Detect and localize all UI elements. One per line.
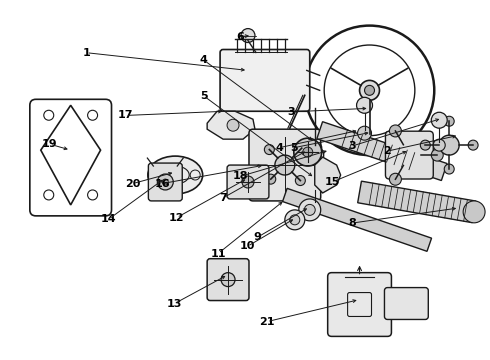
FancyBboxPatch shape	[305, 168, 325, 192]
Text: 9: 9	[253, 232, 261, 242]
Text: 15: 15	[325, 177, 341, 187]
Circle shape	[295, 176, 305, 185]
Polygon shape	[315, 157, 341, 193]
Text: 5: 5	[290, 143, 297, 153]
Text: 1: 1	[82, 48, 90, 58]
Circle shape	[358, 126, 371, 140]
Circle shape	[431, 112, 447, 128]
Circle shape	[157, 174, 173, 190]
Circle shape	[420, 140, 430, 150]
Polygon shape	[358, 181, 476, 223]
Text: 3: 3	[288, 107, 295, 117]
Text: 4: 4	[275, 143, 283, 153]
Polygon shape	[283, 188, 432, 251]
Text: 16: 16	[154, 179, 170, 189]
Text: 19: 19	[42, 139, 57, 149]
Circle shape	[303, 147, 313, 157]
Text: 17: 17	[118, 111, 133, 121]
Circle shape	[221, 273, 235, 287]
FancyBboxPatch shape	[207, 259, 249, 301]
Circle shape	[241, 28, 255, 42]
Circle shape	[162, 179, 168, 185]
Circle shape	[431, 149, 443, 161]
FancyBboxPatch shape	[220, 50, 310, 111]
Polygon shape	[317, 122, 447, 180]
Circle shape	[390, 125, 401, 137]
Ellipse shape	[148, 156, 203, 194]
Text: 13: 13	[167, 299, 182, 309]
Circle shape	[468, 140, 478, 150]
Text: 20: 20	[125, 179, 141, 189]
Text: 7: 7	[219, 193, 227, 203]
FancyBboxPatch shape	[148, 163, 182, 201]
Text: 18: 18	[232, 171, 248, 181]
Circle shape	[444, 164, 454, 174]
Circle shape	[439, 135, 459, 155]
Circle shape	[285, 210, 305, 230]
FancyBboxPatch shape	[249, 129, 321, 201]
Circle shape	[227, 119, 239, 131]
Text: 10: 10	[240, 241, 255, 251]
Circle shape	[290, 215, 300, 225]
Circle shape	[308, 141, 322, 155]
Text: 12: 12	[169, 213, 184, 222]
Text: 3: 3	[348, 141, 356, 151]
Circle shape	[365, 85, 374, 95]
Polygon shape	[207, 111, 255, 139]
Circle shape	[357, 97, 372, 113]
Circle shape	[433, 139, 445, 151]
Text: 8: 8	[348, 218, 356, 228]
Circle shape	[265, 145, 274, 154]
Text: 5: 5	[200, 91, 207, 101]
FancyBboxPatch shape	[386, 131, 433, 179]
Circle shape	[390, 173, 401, 185]
Text: 14: 14	[100, 215, 116, 224]
Circle shape	[294, 138, 322, 166]
Circle shape	[360, 80, 379, 100]
Circle shape	[242, 176, 254, 188]
Circle shape	[444, 116, 454, 126]
FancyBboxPatch shape	[328, 273, 392, 336]
Text: 11: 11	[210, 248, 226, 258]
Text: 6: 6	[236, 32, 244, 41]
Text: 4: 4	[199, 55, 207, 65]
Circle shape	[299, 199, 321, 221]
Circle shape	[266, 174, 276, 184]
Text: 21: 21	[259, 317, 275, 327]
FancyBboxPatch shape	[227, 165, 269, 199]
Text: 2: 2	[383, 146, 391, 156]
Circle shape	[304, 204, 315, 215]
FancyBboxPatch shape	[385, 288, 428, 319]
Circle shape	[463, 201, 485, 223]
Circle shape	[297, 143, 307, 153]
Circle shape	[275, 155, 295, 175]
